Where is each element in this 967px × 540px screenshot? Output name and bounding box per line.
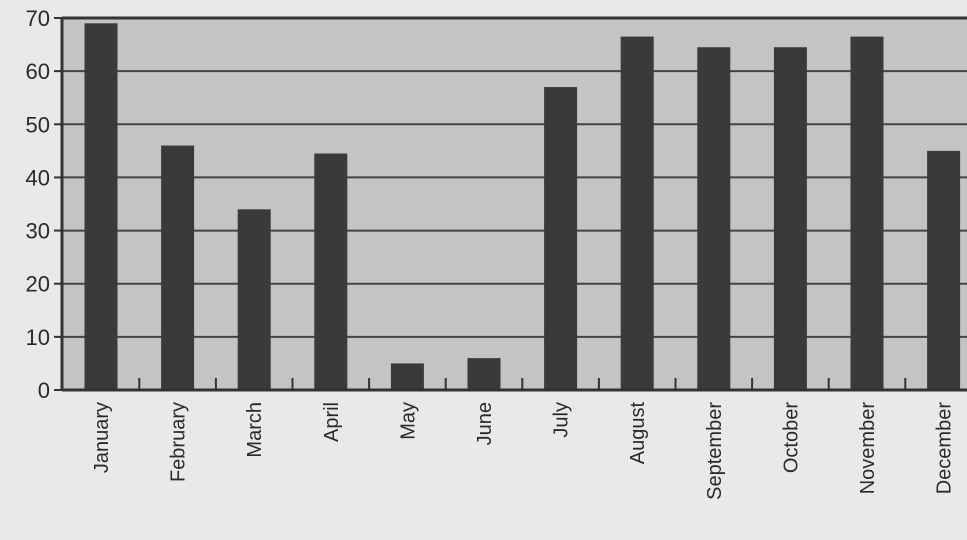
bar-november	[850, 36, 884, 390]
bar-march	[237, 209, 271, 390]
category-label-august: August	[627, 402, 649, 465]
x-axis-category-labels: January February March April May June July Augu…	[91, 402, 956, 500]
category-label-july: July	[551, 402, 573, 438]
category-label-february: February	[168, 402, 190, 482]
y-tick-label-0: 0	[38, 378, 50, 403]
bar-april	[314, 153, 348, 390]
bar-may	[390, 363, 424, 390]
bars	[84, 23, 961, 391]
axes	[54, 16, 967, 392]
y-tick-label-70: 70	[26, 6, 50, 31]
category-label-april: April	[321, 402, 343, 442]
category-label-january: January	[91, 402, 113, 473]
y-tick-label-60: 60	[26, 59, 50, 84]
bar-october	[773, 47, 807, 390]
y-tick-label-10: 10	[26, 325, 50, 350]
plot-area	[62, 18, 967, 390]
category-label-december: December	[934, 402, 956, 495]
bar-february	[161, 145, 195, 390]
category-label-june: June	[474, 402, 496, 445]
category-label-november: November	[857, 402, 879, 495]
y-tick-label-40: 40	[26, 165, 50, 190]
category-label-march: March	[244, 402, 266, 458]
bar-june	[467, 358, 501, 390]
y-tick-label-50: 50	[26, 112, 50, 137]
category-label-september: September	[704, 402, 726, 500]
bar-december	[927, 150, 961, 390]
bar-september	[697, 47, 731, 390]
bar-august	[620, 36, 654, 390]
bar-july	[544, 87, 578, 390]
y-tick-label-30: 30	[26, 219, 50, 244]
y-tick-label-20: 20	[26, 272, 50, 297]
bar-january	[84, 23, 118, 391]
category-label-may: May	[397, 402, 419, 440]
category-label-october: October	[780, 402, 802, 473]
y-axis-tick-labels: 0 10 20 30 40 50 60 70	[26, 6, 50, 403]
